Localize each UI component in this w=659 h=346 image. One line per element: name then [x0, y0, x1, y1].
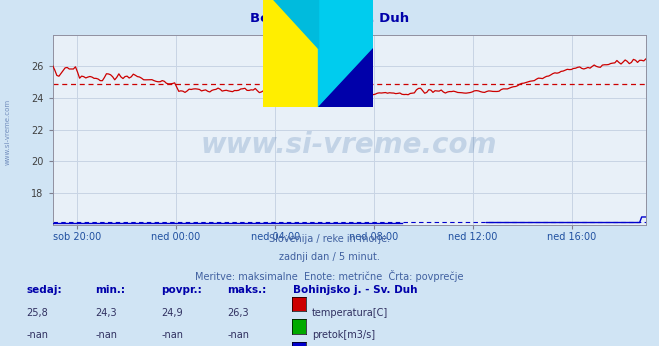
Text: 25,8: 25,8 — [26, 308, 48, 318]
Text: -nan: -nan — [96, 330, 117, 340]
Text: 26,3: 26,3 — [227, 308, 249, 318]
Polygon shape — [264, 0, 318, 48]
Text: -nan: -nan — [26, 330, 48, 340]
Text: min.:: min.: — [96, 285, 126, 295]
Bar — [318, 0, 373, 107]
Text: -nan: -nan — [227, 330, 249, 340]
Text: pretok[m3/s]: pretok[m3/s] — [312, 330, 375, 340]
Text: Bohinjsko j. - Sv. Duh: Bohinjsko j. - Sv. Duh — [293, 285, 418, 295]
Text: temperatura[C]: temperatura[C] — [312, 308, 388, 318]
Text: 24,3: 24,3 — [96, 308, 117, 318]
Text: Slovenija / reke in morje.: Slovenija / reke in morje. — [269, 234, 390, 244]
Text: Bohinjsko j. - Sv. Duh: Bohinjsko j. - Sv. Duh — [250, 12, 409, 25]
Text: 24,9: 24,9 — [161, 308, 183, 318]
Polygon shape — [318, 48, 373, 107]
Text: www.si-vreme.com: www.si-vreme.com — [5, 98, 11, 165]
Text: maks.:: maks.: — [227, 285, 267, 295]
Text: -nan: -nan — [161, 330, 183, 340]
Text: zadnji dan / 5 minut.: zadnji dan / 5 minut. — [279, 252, 380, 262]
Text: povpr.:: povpr.: — [161, 285, 202, 295]
Text: sedaj:: sedaj: — [26, 285, 62, 295]
Bar — [264, 0, 318, 107]
Text: Meritve: maksimalne  Enote: metrične  Črta: povprečje: Meritve: maksimalne Enote: metrične Črta… — [195, 270, 464, 282]
Text: www.si-vreme.com: www.si-vreme.com — [201, 131, 498, 159]
